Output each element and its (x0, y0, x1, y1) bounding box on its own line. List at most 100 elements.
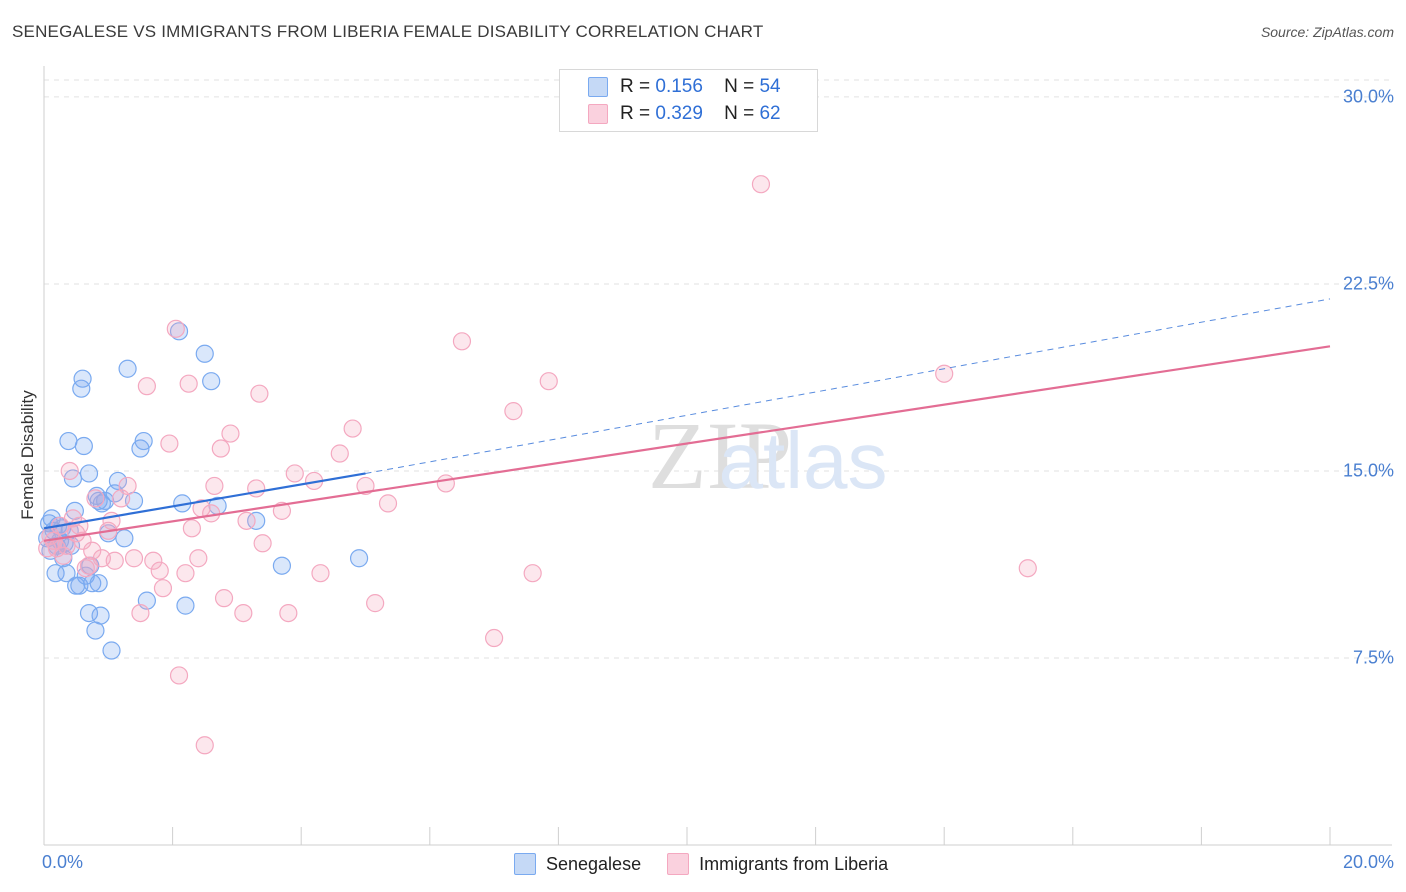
data-point-liberia (166, 319, 185, 338)
data-point-senegalese (169, 322, 189, 341)
data-point-senegalese (118, 359, 137, 378)
y-tick-label-30: 30.0% (1342, 86, 1394, 107)
data-point-senegalese (349, 549, 369, 568)
trend-lines (43, 298, 1331, 542)
data-point-liberia (131, 603, 150, 623)
chart-title: SENEGALESE VS IMMIGRANTS FROM LIBERIA FE… (12, 22, 764, 41)
data-points (38, 175, 1037, 755)
data-point-liberia (751, 175, 771, 194)
data-point-liberia (330, 444, 349, 463)
trend-line-senegalese-extension (365, 298, 1331, 474)
data-point-liberia (211, 439, 230, 458)
data-point-liberia (179, 374, 198, 393)
data-point-liberia (144, 551, 163, 570)
data-point-liberia (539, 372, 558, 391)
data-point-senegalese (108, 471, 128, 491)
data-point-liberia (253, 534, 272, 553)
r-value: 0.156 (655, 76, 703, 97)
data-point-liberia (54, 546, 73, 565)
watermark: ZIP (648, 402, 792, 509)
data-point-liberia (182, 519, 201, 538)
data-point-liberia (272, 501, 292, 520)
data-point-liberia (366, 594, 385, 613)
data-point-liberia (436, 474, 455, 493)
data-point-senegalese (115, 529, 134, 548)
data-point-liberia (311, 564, 330, 583)
legend-swatch-senegalese (514, 853, 536, 875)
data-point-senegalese (57, 564, 76, 583)
data-point-senegalese (73, 369, 92, 388)
stats-swatch-liberia (588, 104, 608, 124)
data-point-liberia (153, 579, 173, 598)
data-point-senegalese (202, 372, 221, 391)
data-point-liberia (202, 504, 221, 523)
stats-text-senegalese: R = 0.156 N = 54 (620, 76, 781, 98)
data-point-liberia (247, 479, 266, 498)
data-point-senegalese (134, 431, 153, 451)
data-point-liberia (279, 603, 298, 623)
axes (43, 66, 1392, 846)
r-value: 0.329 (655, 103, 703, 124)
data-point-liberia (124, 549, 144, 568)
data-point-liberia (60, 461, 79, 481)
legend-label-liberia: Immigrants from Liberia (699, 853, 889, 874)
y-tick-label-7.5: 7.5% (1352, 647, 1394, 668)
n-label: N = (724, 76, 755, 97)
stats-swatch-senegalese (588, 77, 608, 97)
r-label: R = (620, 103, 651, 124)
data-point-senegalese (176, 596, 195, 615)
data-point-liberia (285, 464, 304, 483)
data-point-liberia (234, 603, 253, 623)
data-point-liberia (137, 377, 156, 396)
x-tick-label-min: 0.0% (42, 852, 84, 872)
n-value: 54 (759, 76, 781, 97)
data-point-liberia (378, 494, 398, 513)
data-point-senegalese (74, 436, 93, 456)
data-point-liberia (356, 476, 375, 496)
y-axis-label: Female Disability (18, 390, 37, 520)
legend-swatch-liberia (667, 853, 690, 875)
data-point-liberia (221, 424, 240, 443)
trend-line-liberia (43, 345, 1331, 542)
y-tick-label-22.5: 22.5% (1342, 273, 1394, 294)
data-point-senegalese (89, 574, 108, 593)
data-point-senegalese (65, 501, 84, 520)
data-point-liberia (343, 419, 362, 438)
data-point-liberia (86, 489, 105, 508)
watermark-atlas: atlas (719, 416, 888, 505)
data-point-senegalese (247, 511, 266, 530)
legend: Senegalese Immigrants from Liberia (514, 852, 914, 876)
legend-item-liberia[interactable]: Immigrants from Liberia (667, 853, 888, 875)
data-point-liberia (214, 589, 234, 608)
data-point-liberia (83, 541, 102, 560)
data-point-liberia (150, 561, 169, 580)
data-point-liberia (195, 736, 214, 755)
data-point-liberia (70, 516, 89, 535)
n-label: N = (724, 103, 755, 124)
data-point-liberia (485, 628, 504, 648)
trend-line-senegalese (43, 472, 366, 530)
correlation-stats-box: R = 0.156 N = 54 R = 0.329 N = 62 (559, 69, 818, 132)
data-point-liberia (189, 549, 208, 568)
data-point-liberia (160, 434, 179, 453)
data-point-liberia (205, 476, 224, 496)
stats-text-liberia: R = 0.329 N = 62 (620, 103, 781, 125)
data-point-senegalese (59, 431, 78, 451)
data-point-liberia (169, 666, 189, 685)
data-point-liberia (250, 384, 269, 403)
legend-item-senegalese[interactable]: Senegalese (514, 853, 641, 875)
data-point-senegalese (79, 464, 99, 483)
data-point-liberia (1018, 559, 1037, 578)
data-point-liberia (176, 564, 195, 583)
data-point-liberia (76, 559, 95, 578)
data-point-senegalese (102, 641, 121, 660)
data-point-senegalese (83, 574, 102, 593)
data-point-senegalese (272, 556, 292, 575)
data-point-senegalese (91, 606, 110, 625)
gridlines (44, 79, 1392, 659)
r-label: R = (620, 76, 651, 97)
data-point-liberia (504, 402, 523, 421)
y-tick-label-15: 15.0% (1342, 460, 1394, 481)
x-tick-label-max: 20.0% (1342, 852, 1394, 872)
